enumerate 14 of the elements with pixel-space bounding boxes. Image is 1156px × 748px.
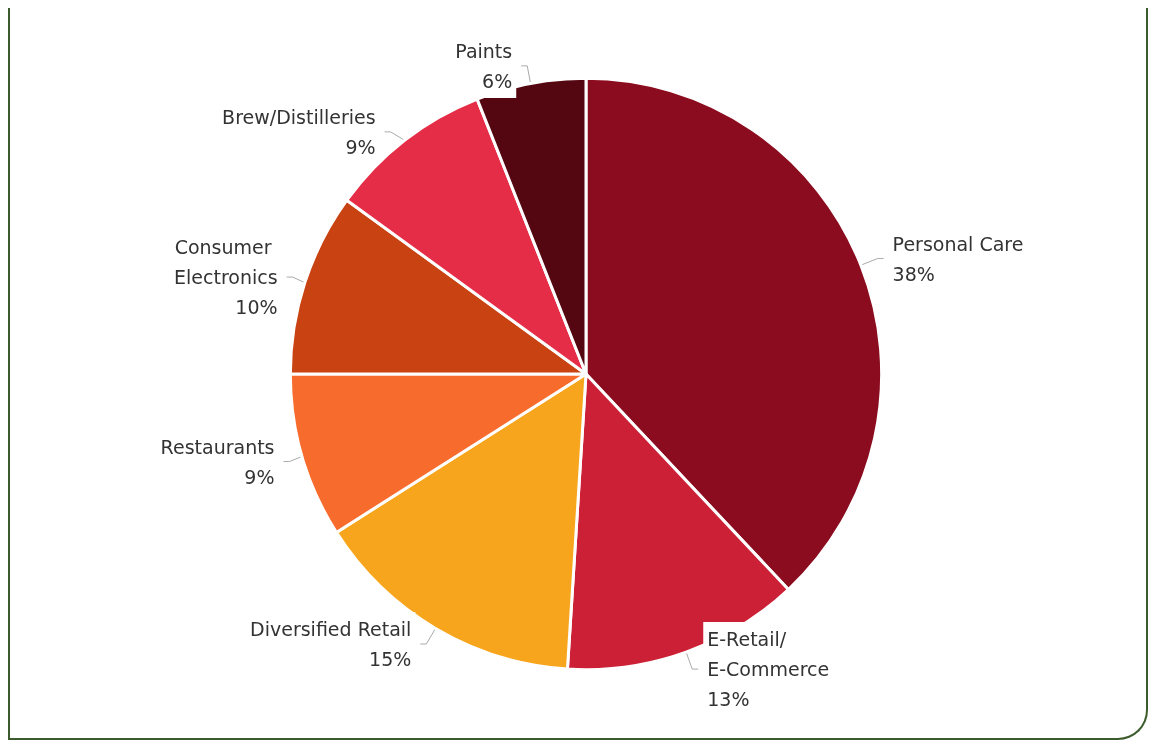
data-label: 13% bbox=[707, 688, 750, 711]
data-label: 15% bbox=[369, 647, 412, 670]
data-label: 10% bbox=[235, 296, 278, 319]
slice-label: Restaurants bbox=[160, 435, 275, 458]
data-label: 9% bbox=[345, 135, 376, 158]
slice-label: Paints bbox=[455, 39, 513, 62]
data-label: 9% bbox=[244, 465, 275, 488]
slice-label: Personal Care bbox=[892, 232, 1024, 255]
data-label: 6% bbox=[482, 69, 513, 92]
slice-label: Consumer Electronics bbox=[174, 236, 278, 289]
slice-label: E-Retail/ E-Commerce bbox=[707, 628, 830, 681]
data-label: 38% bbox=[892, 262, 935, 285]
slice-label: Brew/Distilleries bbox=[222, 105, 376, 128]
slice-label: Diversified Retail bbox=[250, 617, 412, 640]
